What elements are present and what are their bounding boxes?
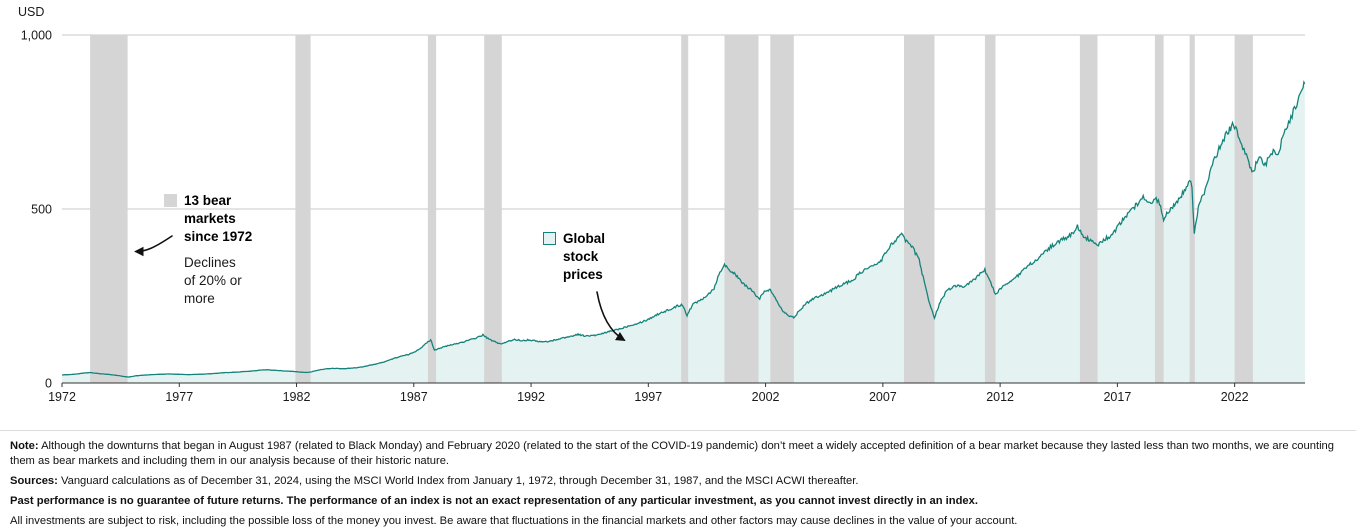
past-performance-note: Past performance is no guarantee of futu… bbox=[10, 494, 978, 507]
stock-prices-label: Global stock prices bbox=[563, 231, 606, 282]
stock-prices-annotation: Global stock prices bbox=[543, 230, 613, 283]
x-tick-label: 1992 bbox=[517, 390, 545, 404]
bear-market-band bbox=[724, 35, 759, 383]
bear-markets-sublabel: Declines of 20% or more bbox=[184, 255, 242, 307]
stock-prices-legend-swatch bbox=[543, 232, 556, 245]
arrow-to-bear-band-icon bbox=[134, 235, 173, 257]
bear-market-band bbox=[484, 35, 502, 383]
x-tick-label: 2002 bbox=[752, 390, 780, 404]
bear-market-legend-swatch bbox=[164, 194, 177, 207]
x-tick-label: 1997 bbox=[634, 390, 662, 404]
x-tick-label: 2017 bbox=[1103, 390, 1131, 404]
sources-paragraph: Sources: Vanguard calculations as of Dec… bbox=[10, 474, 1346, 489]
note-label: Note: bbox=[10, 440, 39, 452]
bear-market-band bbox=[681, 35, 689, 383]
bear-markets-label: 13 bear markets since 1972 bbox=[184, 193, 253, 244]
bear-market-band bbox=[1189, 35, 1195, 383]
y-tick-label: 500 bbox=[31, 203, 52, 217]
bear-market-band bbox=[90, 35, 128, 383]
stock-price-line bbox=[62, 80, 1306, 378]
footnote-divider bbox=[0, 430, 1356, 431]
bear-markets-annotation: 13 bear markets since 1972 Declines of 2… bbox=[164, 192, 258, 308]
risk-note: All investments are subject to risk, inc… bbox=[10, 514, 1018, 527]
x-tick-label: 1972 bbox=[48, 390, 76, 404]
sources-text: Vanguard calculations as of December 31,… bbox=[57, 474, 859, 487]
x-tick-label: 2007 bbox=[869, 390, 897, 404]
bear-market-band bbox=[904, 35, 935, 383]
bear-market-band bbox=[427, 35, 437, 383]
bear-market-band bbox=[1234, 35, 1253, 383]
bear-market-band bbox=[1154, 35, 1164, 383]
note-paragraph: Note: Although the downturns that began … bbox=[10, 439, 1346, 469]
x-tick-label: 2022 bbox=[1221, 390, 1249, 404]
x-tick-label: 1987 bbox=[400, 390, 428, 404]
footnotes: Note: Although the downturns that began … bbox=[0, 431, 1356, 528]
bear-market-band bbox=[984, 35, 996, 383]
x-tick-label: 1977 bbox=[165, 390, 193, 404]
stock-prices-annotation-text: Global stock prices bbox=[563, 230, 613, 283]
x-tick-label: 2012 bbox=[986, 390, 1014, 404]
y-axis-title: USD bbox=[18, 5, 44, 19]
chart-area: 1,000 500 0 1972 1977 1982 1987 1992 1997 2002 200… bbox=[18, 5, 1306, 404]
bear-market-band bbox=[295, 35, 311, 383]
note-text: Although the downturns that began in Aug… bbox=[10, 440, 1334, 467]
bear-market-band bbox=[770, 35, 794, 383]
y-tick-label: 0 bbox=[45, 377, 52, 391]
sources-label: Sources: bbox=[10, 474, 58, 487]
x-tick-label: 1982 bbox=[283, 390, 311, 404]
arrow-to-price-line-icon bbox=[596, 291, 626, 341]
bear-market-band bbox=[1079, 35, 1098, 383]
bear-markets-annotation-text: 13 bear markets since 1972 Declines of 2… bbox=[184, 192, 258, 308]
y-tick-label: 1,000 bbox=[21, 29, 52, 43]
